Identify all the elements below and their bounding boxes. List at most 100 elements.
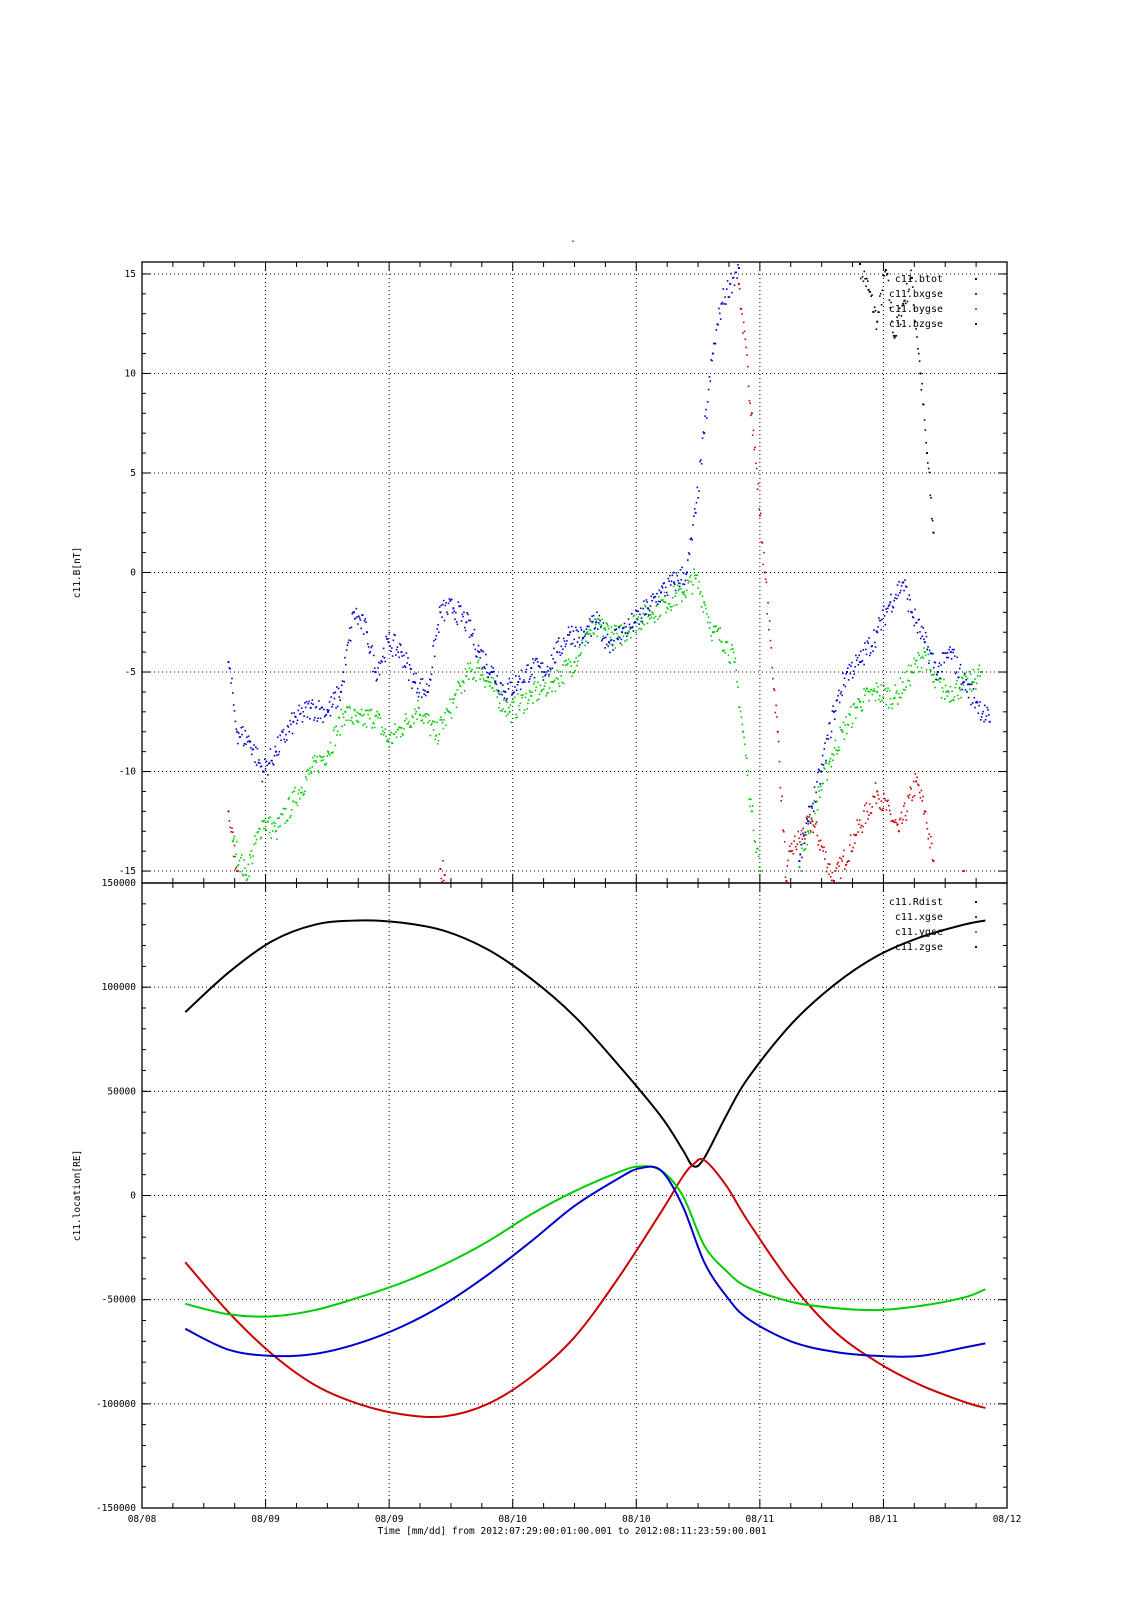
data-point [652, 597, 655, 599]
data-point [807, 830, 810, 833]
data-point [833, 710, 835, 713]
data-point [263, 819, 266, 822]
data-point [844, 868, 846, 870]
data-point [299, 797, 301, 800]
data-point [826, 778, 829, 781]
data-point [928, 659, 930, 662]
data-point [319, 755, 322, 758]
data-point [394, 634, 396, 637]
data-point [549, 667, 551, 670]
data-point [574, 645, 576, 647]
data-point [721, 301, 724, 304]
data-point [437, 739, 440, 742]
series-c11-bzgse [227, 264, 991, 863]
data-point [856, 706, 859, 709]
data-point [432, 645, 434, 647]
data-point [673, 583, 676, 585]
data-point [783, 830, 785, 833]
data-point [858, 700, 861, 703]
data-point [274, 745, 277, 748]
legend-label: c11.ygse [895, 927, 943, 938]
data-point [821, 846, 824, 849]
data-point [723, 303, 725, 305]
data-point [417, 699, 419, 702]
data-point [232, 704, 235, 706]
data-point [556, 651, 559, 654]
data-point [387, 740, 390, 743]
data-point [639, 613, 641, 616]
data-point [433, 655, 436, 658]
data-point [866, 640, 869, 643]
data-point [666, 606, 668, 609]
data-point [519, 688, 522, 691]
data-point [826, 734, 829, 737]
data-point [940, 664, 942, 666]
data-point [774, 711, 777, 714]
data-point [847, 860, 849, 862]
data-point [506, 698, 508, 700]
data-point [729, 662, 731, 664]
data-point [735, 271, 738, 274]
data-point [647, 615, 650, 618]
data-point [323, 708, 325, 711]
data-point [870, 812, 873, 815]
data-point [944, 684, 947, 687]
data-point [349, 639, 352, 642]
data-point [909, 786, 912, 789]
data-point [674, 589, 677, 592]
data-point [454, 618, 456, 621]
data-point [894, 819, 897, 821]
data-point [876, 631, 879, 634]
data-point [455, 621, 458, 623]
data-point [268, 762, 271, 764]
data-point [459, 605, 461, 608]
data-point [619, 625, 622, 627]
data-point [238, 859, 241, 862]
data-point [727, 654, 730, 657]
data-point [455, 611, 457, 614]
data-point [378, 714, 381, 716]
data-point [928, 833, 930, 835]
data-point [914, 608, 916, 611]
legend-label: c11.zgse [895, 942, 943, 953]
data-point [650, 595, 653, 598]
data-point [364, 618, 367, 620]
data-point [954, 655, 956, 657]
data-point [253, 744, 255, 746]
data-point [932, 666, 935, 669]
data-point [834, 739, 837, 742]
data-point [759, 512, 762, 515]
data-point [808, 805, 810, 808]
data-point [458, 684, 461, 687]
data-point [386, 638, 389, 640]
data-point [425, 712, 428, 715]
data-point [431, 722, 433, 725]
data-point [829, 736, 832, 739]
data-point [678, 585, 681, 588]
data-point [558, 651, 561, 654]
data-point [955, 683, 957, 685]
data-point [364, 709, 367, 712]
data-point [471, 668, 473, 671]
data-point [419, 714, 422, 716]
data-point [236, 730, 239, 733]
data-point [593, 633, 595, 635]
data-point [283, 807, 286, 810]
data-point [329, 714, 332, 717]
data-point [423, 713, 426, 716]
data-point [812, 823, 815, 826]
data-point [877, 685, 879, 688]
data-point [434, 738, 437, 741]
data-point [849, 672, 852, 675]
data-point [710, 634, 712, 637]
data-point [949, 646, 951, 648]
data-point [695, 501, 698, 504]
data-point [606, 633, 609, 636]
data-point [747, 770, 750, 772]
data-point [895, 334, 898, 337]
data-point [648, 614, 650, 616]
data-point [754, 446, 756, 449]
data-point [957, 676, 959, 679]
data-point [823, 846, 825, 849]
